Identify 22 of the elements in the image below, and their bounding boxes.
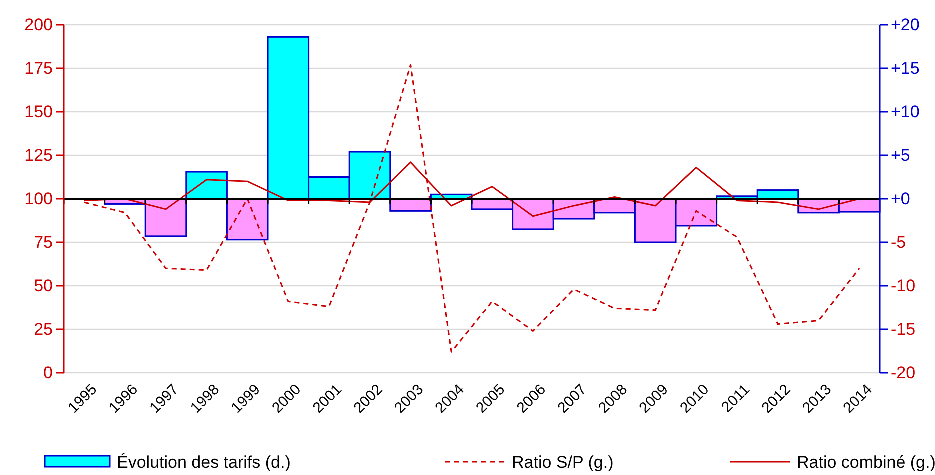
y2-tick-label: +0 — [891, 189, 910, 208]
y2-tick-label: +20 — [891, 15, 920, 34]
y-tick-label: 150 — [24, 102, 53, 122]
y2-tick-label: -20 — [891, 363, 916, 382]
y-tick-label: 100 — [24, 189, 53, 208]
y-tick-label: 75 — [34, 232, 53, 252]
y2-tick-label: +10 — [891, 102, 920, 122]
y-tick-label: 125 — [24, 146, 53, 165]
legend-label: Évolution des tarifs (d.) — [117, 452, 291, 472]
y2-tick-label: -5 — [891, 232, 906, 252]
y2-tick-label: +5 — [891, 146, 910, 165]
legend-label: Ratio S/P (g.) — [512, 452, 614, 472]
y-tick-label: 25 — [34, 320, 53, 339]
legend-label: Ratio combiné (g.) — [797, 452, 935, 472]
y-tick-label: 50 — [34, 276, 53, 296]
bar — [226, 198, 269, 241]
y-tick-label: 0 — [44, 363, 53, 382]
y2-tick-label: -15 — [891, 320, 916, 339]
y-tick-label: 175 — [24, 58, 53, 78]
y2-tick-label: +15 — [891, 58, 920, 78]
y-tick-label: 200 — [24, 15, 53, 34]
y2-tick-label: -10 — [891, 276, 916, 296]
